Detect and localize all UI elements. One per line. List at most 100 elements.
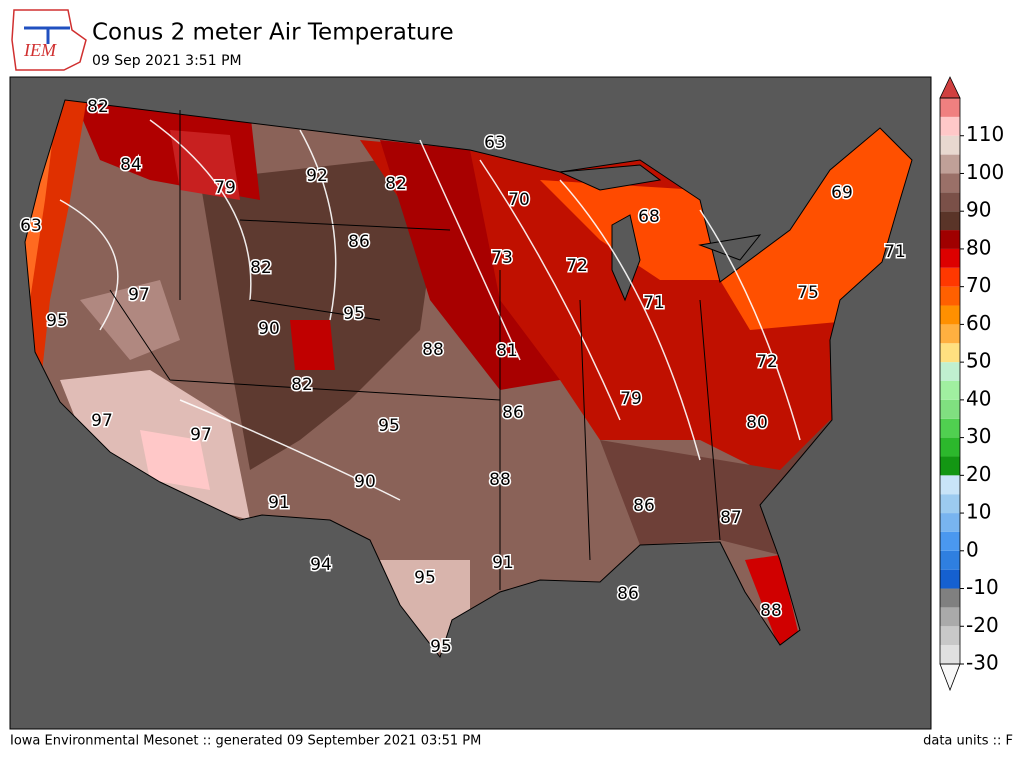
station-value: 95 [414, 568, 436, 588]
footer-left: Iowa Environmental Mesonet :: generated … [10, 734, 481, 749]
colorbar-tick-label: -20 [966, 613, 999, 637]
station-value: 63 [20, 216, 42, 236]
colorbar-bin [940, 286, 960, 306]
subtitle: 09 Sep 2021 3:51 PM [92, 53, 242, 69]
colorbar-tick-label: -30 [966, 651, 999, 675]
station-value: 97 [128, 285, 150, 305]
colorbar-bin [940, 98, 960, 117]
station-value: 79 [620, 389, 642, 409]
colorbar-bin [940, 305, 960, 325]
station-value: 70 [508, 190, 530, 210]
colorbar-bin [940, 362, 960, 381]
colorbar-bin [940, 607, 960, 627]
station-value: 91 [492, 553, 514, 573]
colorbar-tick-label: 110 [966, 122, 1004, 146]
footer-right: data units :: F [923, 734, 1013, 749]
station-value: 97 [91, 411, 113, 431]
map [9, 76, 932, 730]
station-value: 71 [884, 242, 906, 262]
colorbar-bin [940, 248, 960, 268]
title: Conus 2 meter Air Temperature [92, 20, 454, 46]
station-value: 95 [343, 304, 365, 324]
station-value: 97 [190, 425, 212, 445]
colorbar-bin [940, 418, 960, 438]
logo-text: IEM [23, 40, 57, 60]
station-value: 86 [502, 403, 524, 423]
colorbar-tick-label: 40 [966, 386, 991, 410]
colorbar-bin [940, 645, 960, 664]
station-labels: 82 84 79 92 82 63 70 68 69 71 63 86 82 73 72 97 95 90 95 88… [19, 96, 908, 659]
station-value: 92 [306, 166, 328, 186]
station-value: 69 [831, 183, 853, 203]
colorbar-bin [940, 588, 960, 608]
station-value: 95 [378, 416, 400, 436]
colorbar-bin [940, 456, 960, 476]
station-value: 95 [430, 637, 452, 657]
colorbar-bin [940, 531, 960, 551]
station-value: 72 [756, 352, 778, 372]
station-value: 90 [354, 472, 376, 492]
colorbar-under [939, 663, 961, 692]
colorbar-bin [940, 381, 960, 400]
colorbar-tick-label: 100 [966, 160, 1004, 184]
colorbar-bin [940, 626, 960, 646]
station-value: 90 [258, 319, 280, 339]
colorbar-bin [940, 230, 960, 249]
colorbar-bin [940, 267, 960, 287]
logo: IEM [11, 9, 87, 71]
station-value: 72 [566, 256, 588, 276]
colorbar-bin [940, 135, 960, 155]
colorbar-over [939, 76, 961, 99]
station-value: 88 [760, 601, 782, 621]
colorbar-tick-label: 20 [966, 462, 991, 486]
colorbar-bin [940, 173, 960, 193]
colorbar-tick-label: 10 [966, 500, 991, 524]
colorbar-bin [940, 116, 960, 136]
station-value: 75 [797, 283, 819, 303]
colorbar-bin [940, 475, 960, 495]
station-value: 86 [348, 232, 370, 252]
station-value: 81 [496, 341, 518, 361]
colorbar-bin [940, 399, 960, 419]
colorbar-bin [940, 211, 960, 231]
station-value: 86 [617, 584, 639, 604]
colorbar-tick-label: 80 [966, 235, 991, 259]
station-value: 82 [385, 174, 407, 194]
station-value: 80 [746, 413, 768, 433]
colorbar-bin [940, 192, 960, 212]
colorbar-tick-label: 50 [966, 349, 991, 373]
station-value: 63 [484, 133, 506, 153]
station-value: 88 [489, 470, 511, 490]
station-value: 87 [720, 508, 742, 528]
station-value: 94 [310, 555, 332, 575]
station-value: 82 [291, 375, 313, 395]
colorbar-bin [940, 569, 960, 589]
station-value: 71 [643, 293, 665, 313]
station-value: 84 [120, 155, 142, 175]
colorbar-bin [940, 154, 960, 174]
station-value: 82 [87, 97, 109, 117]
station-value: 68 [638, 207, 660, 227]
station-value: 82 [250, 258, 272, 278]
colorbar-tick-label: 30 [966, 424, 991, 448]
colorbar-bin [940, 550, 960, 570]
colorbar-tick-label: 0 [966, 537, 979, 561]
colorbar-bin [940, 437, 960, 457]
station-value: 91 [268, 493, 290, 513]
colorbar: -30 -20 -10 0 10 20 30 40 50 60 70 80 90 100 110 [939, 76, 1004, 692]
colorbar-bin [940, 513, 960, 532]
station-value: 73 [491, 248, 513, 268]
colorbar-tick-label: 90 [966, 198, 991, 222]
colorbar-tick-label: 60 [966, 311, 991, 335]
colorbar-tick-label: -10 [966, 575, 999, 599]
station-value: 88 [422, 340, 444, 360]
colorbar-bin [940, 343, 960, 363]
colorbar-tick-label: 70 [966, 273, 991, 297]
colorbar-bin [940, 494, 960, 514]
station-value: 79 [214, 178, 236, 198]
station-value: 95 [46, 311, 68, 331]
colorbar-frame [939, 97, 961, 665]
colorbar-bin [940, 324, 960, 344]
station-value: 86 [633, 496, 655, 516]
